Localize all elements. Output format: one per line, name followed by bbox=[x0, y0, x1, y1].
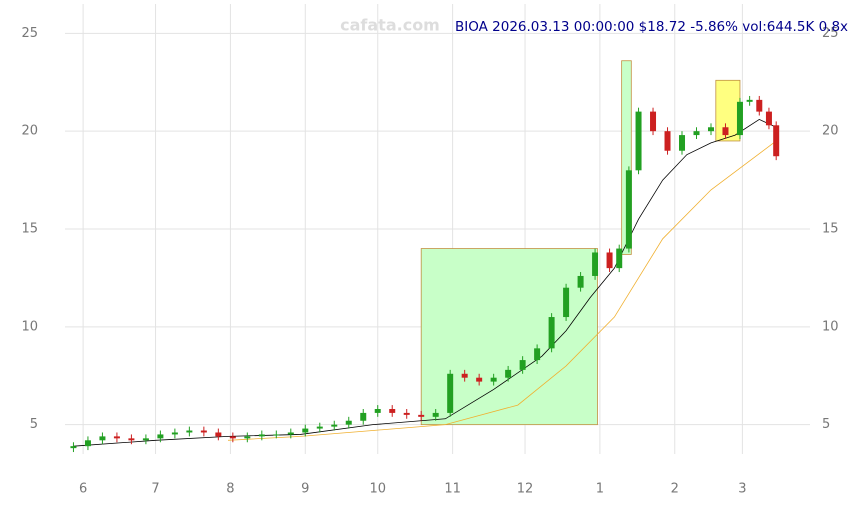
zone bbox=[621, 60, 632, 255]
candle-body bbox=[756, 99, 763, 112]
candle-body bbox=[186, 430, 193, 433]
indicator-line bbox=[227, 140, 777, 441]
candle-body bbox=[200, 430, 207, 433]
candle-body bbox=[625, 170, 632, 249]
candle-body bbox=[171, 432, 178, 435]
y-tick-label: 20 bbox=[21, 124, 38, 139]
x-tick-label: 10 bbox=[369, 482, 386, 497]
candle-body bbox=[128, 438, 135, 441]
y-tick-label: 15 bbox=[21, 222, 38, 237]
y-tick-label-right: 10 bbox=[822, 319, 839, 334]
candle-body bbox=[447, 373, 454, 413]
candle-body bbox=[70, 446, 77, 449]
x-tick-label: 1 bbox=[596, 482, 604, 497]
candle-body bbox=[99, 436, 106, 441]
candle-body bbox=[157, 434, 164, 439]
candle-body bbox=[519, 360, 526, 370]
candle-body bbox=[229, 436, 236, 439]
candle-body bbox=[577, 275, 584, 288]
candle-body bbox=[693, 131, 700, 136]
x-tick-label: 9 bbox=[301, 482, 309, 497]
x-tick-label: 8 bbox=[226, 482, 234, 497]
x-tick-label: 6 bbox=[79, 482, 87, 497]
x-tick-label: 2 bbox=[671, 482, 679, 497]
candle-body bbox=[606, 252, 613, 269]
candle-body bbox=[765, 111, 772, 126]
x-tick-label: 12 bbox=[517, 482, 534, 497]
candle-body bbox=[316, 426, 323, 429]
candle-body bbox=[650, 111, 657, 132]
y-tick-label: 5 bbox=[30, 417, 38, 432]
indicator-line bbox=[73, 118, 777, 447]
watermark: cafata.com bbox=[340, 16, 440, 35]
x-tick-label: 11 bbox=[444, 482, 461, 497]
candle-body bbox=[215, 432, 222, 437]
x-tick-label: 3 bbox=[738, 482, 746, 497]
candle-body bbox=[331, 424, 338, 427]
candle-body bbox=[113, 436, 120, 439]
candle-body bbox=[722, 127, 729, 136]
candle-body bbox=[746, 99, 753, 102]
candle-body bbox=[548, 317, 555, 349]
candle-body bbox=[592, 252, 599, 276]
candle-body bbox=[476, 377, 483, 382]
y-tick-label: 25 bbox=[21, 26, 38, 41]
candle-body bbox=[273, 434, 280, 436]
candle-body bbox=[773, 125, 780, 157]
y-tick-label-right: 25 bbox=[822, 26, 839, 41]
candle-body bbox=[360, 412, 367, 421]
candle-body bbox=[418, 414, 425, 417]
candle-body bbox=[736, 101, 743, 136]
candle-body bbox=[664, 131, 671, 151]
y-tick-label-right: 15 bbox=[822, 222, 839, 237]
candle-body bbox=[432, 412, 439, 417]
y-tick-label-right: 5 bbox=[822, 417, 830, 432]
candle-body bbox=[616, 248, 623, 269]
candle-body bbox=[707, 127, 714, 132]
candle-body bbox=[84, 440, 91, 447]
y-tick-label: 10 bbox=[21, 319, 38, 334]
candle-body bbox=[403, 412, 410, 415]
candle-body bbox=[679, 135, 686, 151]
candle-body bbox=[389, 409, 396, 413]
candle-body bbox=[374, 409, 381, 413]
candle-body bbox=[302, 428, 309, 433]
candle-body bbox=[534, 348, 541, 361]
candle-body bbox=[635, 111, 642, 171]
candle-body bbox=[345, 420, 352, 425]
candle-body bbox=[505, 369, 512, 378]
candle-body bbox=[490, 377, 497, 382]
candle-body bbox=[461, 373, 468, 378]
x-tick-label: 7 bbox=[151, 482, 159, 497]
candle-body bbox=[142, 438, 149, 441]
chart-title: BIOA 2026.03.13 00:00:00 $18.72 -5.86% v… bbox=[455, 19, 848, 35]
candle-body bbox=[287, 432, 294, 435]
candle-body bbox=[563, 287, 570, 318]
candle-body bbox=[244, 436, 251, 439]
y-tick-label-right: 20 bbox=[822, 124, 839, 139]
candle-body bbox=[258, 434, 265, 437]
